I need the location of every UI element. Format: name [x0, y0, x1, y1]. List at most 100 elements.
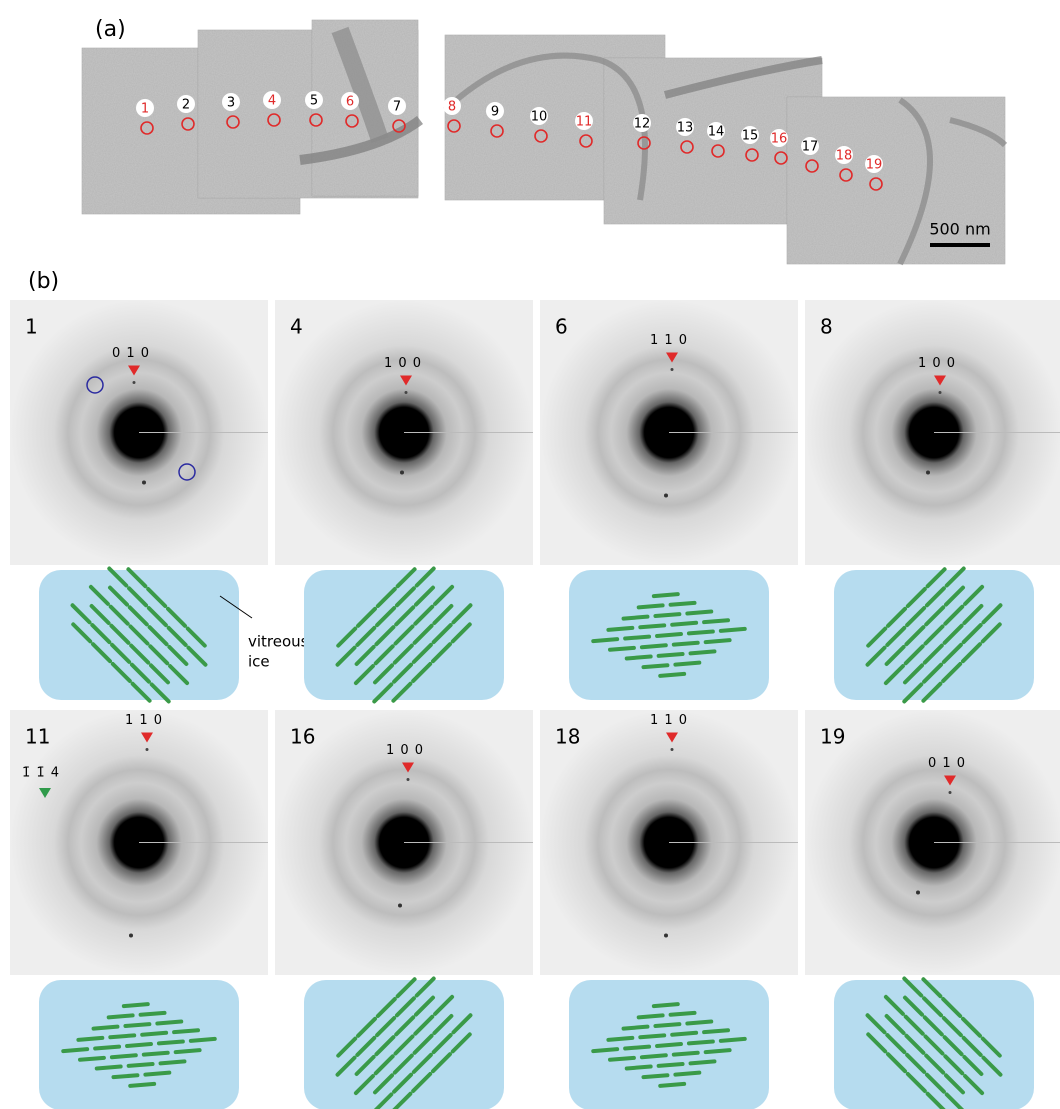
molecule	[672, 623, 696, 625]
pattern-label: 6	[555, 315, 568, 339]
panel-label: (b)	[28, 269, 59, 294]
pattern-label: 16	[290, 725, 315, 749]
molecule	[191, 1039, 215, 1041]
molecule	[643, 665, 667, 667]
reflection-spot	[949, 791, 952, 794]
reflection-spot	[664, 934, 668, 938]
position-label: 11	[576, 115, 593, 130]
molecule	[660, 674, 684, 676]
reflection-spot	[398, 904, 402, 908]
molecule	[94, 1027, 118, 1029]
molecule	[687, 1022, 711, 1024]
molecule	[124, 1004, 148, 1006]
molecule	[593, 1049, 617, 1051]
position-label: 15	[742, 129, 759, 144]
scale-bar	[930, 243, 990, 247]
molecule	[141, 1013, 165, 1015]
molecule	[654, 594, 678, 596]
molecule	[145, 1073, 169, 1075]
pattern-label: 18	[555, 725, 580, 749]
molecule	[63, 1049, 87, 1051]
annotation: vitreous	[248, 633, 309, 651]
position-label: 18	[836, 149, 853, 164]
molecule	[624, 617, 648, 619]
molecule	[125, 1024, 149, 1026]
molecule	[159, 1041, 183, 1043]
reflection-label: 1 1 0	[650, 713, 688, 728]
reflection-spot	[664, 494, 668, 498]
molecule	[640, 625, 664, 627]
molecule	[691, 651, 715, 653]
molecule	[659, 654, 683, 656]
reflection-spot	[939, 391, 942, 394]
molecule	[655, 1024, 679, 1026]
position-label: 4	[268, 94, 276, 109]
position-label: 10	[531, 110, 548, 125]
pattern-label: 19	[820, 725, 845, 749]
molecule	[97, 1067, 121, 1069]
molecule	[110, 1035, 134, 1037]
molecule	[608, 1038, 632, 1040]
molecule	[127, 1044, 151, 1046]
position-label: 5	[310, 94, 318, 109]
molecule	[674, 1053, 698, 1055]
molecule	[671, 1013, 695, 1015]
molecule	[642, 1055, 666, 1057]
molecule	[610, 1058, 634, 1060]
panel-label: (a)	[95, 17, 126, 42]
molecule	[144, 1053, 168, 1055]
reflection-spot	[400, 471, 404, 475]
reflection-spot	[916, 891, 920, 895]
molecule	[721, 1039, 745, 1041]
molecule	[657, 634, 681, 636]
molecule	[689, 1041, 713, 1043]
position-label: 13	[677, 121, 694, 136]
molecule	[112, 1055, 136, 1057]
reflection-label: 0 1 0	[112, 346, 150, 361]
molecule	[129, 1064, 153, 1066]
molecule	[704, 1030, 728, 1032]
position-label: 6	[346, 95, 354, 110]
position-label: 7	[393, 100, 401, 115]
molecule	[608, 628, 632, 630]
position-label: 16	[771, 132, 788, 147]
molecule	[78, 1038, 102, 1040]
molecule	[654, 1004, 678, 1006]
reflection-label: 0 1 0	[928, 756, 966, 771]
molecule	[674, 643, 698, 645]
molecule	[689, 631, 713, 633]
molecule	[660, 1084, 684, 1086]
position-label: 17	[802, 140, 819, 155]
molecule	[610, 648, 634, 650]
molecule	[672, 1033, 696, 1035]
position-label: 8	[448, 100, 456, 115]
molecule	[706, 1050, 730, 1052]
molecule	[671, 603, 695, 605]
molecule	[176, 1050, 200, 1052]
molecule	[80, 1058, 104, 1060]
reflection-spot	[407, 778, 410, 781]
molecule	[130, 1084, 154, 1086]
reflection-spot	[671, 748, 674, 751]
position-label: 2	[182, 98, 190, 113]
molecule	[95, 1047, 119, 1049]
molecule	[142, 1033, 166, 1035]
reflection-label: 1 0 0	[384, 356, 422, 371]
molecule	[627, 1067, 651, 1069]
molecule	[639, 1015, 663, 1017]
molecule	[704, 620, 728, 622]
molecule	[113, 1075, 137, 1077]
molecule	[625, 637, 649, 639]
reflection-spot	[671, 368, 674, 371]
reflection-spot	[129, 934, 133, 938]
molecule	[655, 614, 679, 616]
scale-bar-label: 500 nm	[929, 220, 990, 239]
molecule	[721, 629, 745, 631]
position-label: 1	[141, 102, 149, 117]
reflection-spot	[133, 381, 136, 384]
pattern-label: 1	[25, 315, 38, 339]
molecule	[675, 1073, 699, 1075]
position-label: 14	[708, 125, 725, 140]
reflection-spot	[142, 481, 146, 485]
position-label: 3	[227, 96, 235, 111]
